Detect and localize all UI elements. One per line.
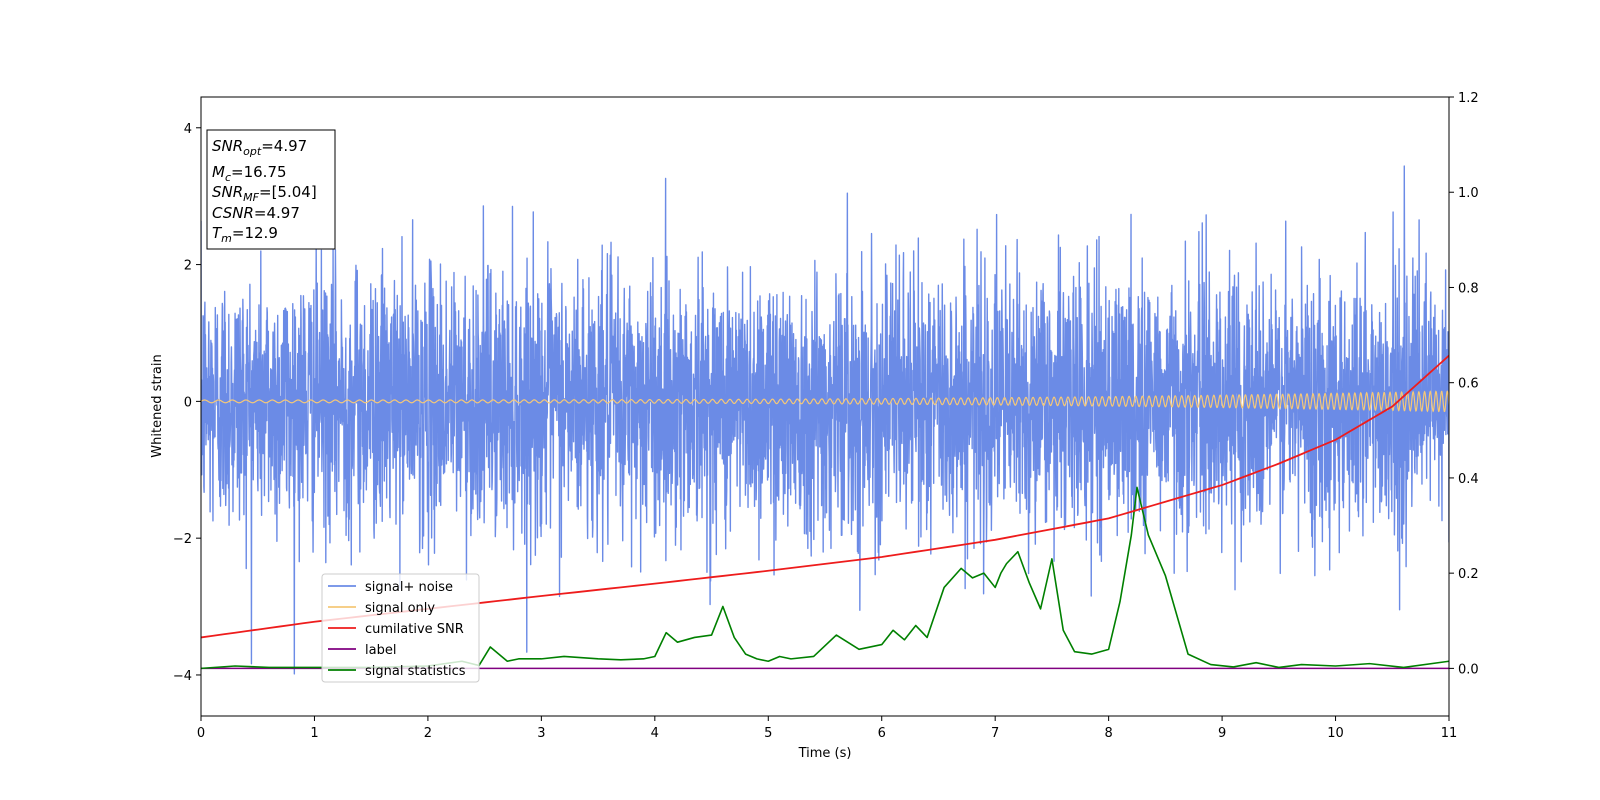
- y2-tick-label: 0.0: [1458, 662, 1479, 677]
- x-tick-label: 0: [197, 726, 205, 741]
- y-tick-label: −4: [173, 669, 192, 684]
- x-tick-label: 10: [1327, 726, 1344, 741]
- info-line: SNRopt=4.97: [212, 137, 307, 158]
- x-tick-label: 1: [310, 726, 318, 741]
- series-signal-statistics-line: [201, 486, 1449, 670]
- y2-tick-label: 0.2: [1458, 567, 1479, 582]
- info-line: CSNR=4.97: [212, 204, 300, 222]
- legend-label: signal statistics: [365, 664, 466, 679]
- y2-tick-label: 0.6: [1458, 377, 1479, 392]
- y-axis-left: 4 2 0 −2 −4: [173, 122, 201, 684]
- info-box: SNRopt=4.97 Mc=16.75SNRMF=[5.04]CSNR=4.97…: [206, 129, 336, 250]
- y-tick-label: 4: [184, 122, 192, 137]
- legend-label: cumilative SNR: [365, 622, 464, 637]
- x-tick-label: 11: [1441, 726, 1458, 741]
- x-axis: 0 1 2 3 4 5 6 7 8 9 10 11: [197, 716, 1457, 741]
- info-box-frame: [206, 129, 336, 250]
- legend-label: label: [365, 643, 396, 658]
- y-tick-label: 0: [184, 395, 192, 410]
- series-signal-only-line: [201, 390, 1449, 413]
- y2-tick-label: 0.4: [1458, 472, 1479, 487]
- y-axis-right: 1.2 1.0 0.8 0.6 0.4 0.2 0.0: [1449, 91, 1479, 677]
- x-tick-label: 2: [424, 726, 432, 741]
- x-tick-label: 7: [991, 726, 999, 741]
- series-signal-noise-line: [201, 165, 1449, 675]
- y2-tick-label: 0.8: [1458, 281, 1479, 296]
- y2-tick-label: 1.0: [1458, 186, 1479, 201]
- y-tick-label: −2: [173, 532, 192, 547]
- x-tick-label: 6: [878, 726, 886, 741]
- x-tick-label: 4: [651, 726, 659, 741]
- x-tick-label: 3: [537, 726, 545, 741]
- x-tick-label: 5: [764, 726, 772, 741]
- legend-label: signal only: [365, 601, 435, 616]
- y2-tick-label: 1.2: [1458, 91, 1479, 106]
- y-axis-label: Whitened strain: [150, 354, 165, 457]
- x-tick-label: 8: [1104, 726, 1112, 741]
- y-tick-label: 2: [184, 259, 192, 274]
- legend-frame: [321, 573, 480, 683]
- legend: signal+ noise signal only cumilative SNR la…: [321, 573, 480, 683]
- x-tick-label: 9: [1218, 726, 1226, 741]
- plot-frame: [200, 96, 1450, 717]
- info-line: SNRMF=[5.04]: [212, 183, 317, 204]
- info-line: Tm=12.9: [212, 224, 278, 245]
- info-line: Mc=16.75: [212, 163, 287, 184]
- legend-label: signal+ noise: [365, 580, 453, 595]
- x-axis-label: Time (s): [798, 746, 852, 761]
